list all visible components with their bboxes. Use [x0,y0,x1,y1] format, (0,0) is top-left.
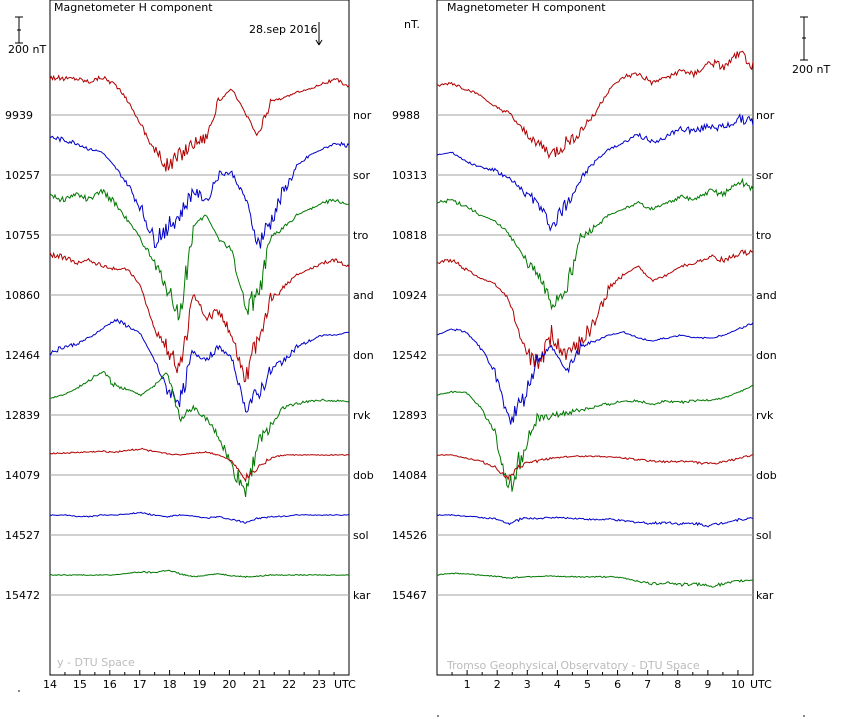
trace-kar [436,572,754,588]
right-panel: Magnetometer H component nT. 200 nT Trom… [392,0,830,691]
station-label-dob: dob [756,469,777,482]
right-scale-bar [800,16,808,61]
station-label-sol: sol [756,529,772,542]
left-scale-label: 200 nT [8,43,46,56]
x-tick-label-18: 18 [163,678,177,691]
trace-rvk [436,384,754,492]
x-tick-label-4: 4 [554,678,561,691]
baseline-value-sor: 10257 [5,169,40,182]
x-tick-label-16: 16 [103,678,117,691]
trace-sor [49,135,350,249]
trace-nor [436,50,754,160]
corner-mark-mid [437,715,439,717]
trace-sor [436,113,754,232]
x-tick-label-7: 7 [644,678,651,691]
corner-mark-left [18,690,20,692]
station-label-nor: nor [756,109,775,122]
trace-rvk [49,370,350,497]
baseline-value-don: 12464 [5,349,40,362]
station-label-and: and [353,289,374,302]
station-label-sor: sor [353,169,370,182]
baseline-value-don: 12542 [392,349,427,362]
baseline-value-sol: 14527 [5,529,40,542]
station-label-rvk: rvk [756,409,774,422]
station-label-don: don [756,349,777,362]
x-tick-label-20: 20 [222,678,236,691]
left-date-annotation: 28.sep 2016 [249,23,317,36]
station-label-rvk: rvk [353,409,371,422]
baseline-value-and: 10860 [5,289,40,302]
baseline-value-and: 10924 [392,289,427,302]
x-tick-label-2: 2 [494,678,501,691]
baseline-value-dob: 14084 [392,469,427,482]
left-panel: Magnetometer H component 28.sep 2016 200… [5,0,374,691]
x-tick-label-8: 8 [674,678,681,691]
x-tick-label-5: 5 [584,678,591,691]
baseline-value-sor: 10313 [392,169,427,182]
baseline-value-kar: 15472 [5,589,40,602]
x-tick-label-10: 10 [731,678,745,691]
baseline-value-rvk: 12839 [5,409,40,422]
x-tick-label-19: 19 [193,678,207,691]
trace-kar [50,569,350,579]
x-tick-label-9: 9 [704,678,711,691]
station-label-tro: tro [756,229,772,242]
right-credit: Tromso Geophysical Observatory - DTU Spa… [446,659,700,672]
trace-tro [49,188,350,321]
baseline-value-dob: 14079 [5,469,40,482]
trace-dob [436,454,754,481]
right-axis-unit: UTC [750,678,772,691]
station-label-tro: tro [353,229,369,242]
x-tick-label-6: 6 [614,678,621,691]
station-label-kar: kar [756,589,774,602]
right-title: Magnetometer H component [447,1,606,14]
trace-sol [436,514,754,528]
station-label-dob: dob [353,469,374,482]
corner-mark-right [803,715,805,717]
x-tick-label-22: 22 [282,678,296,691]
baseline-value-tro: 10818 [392,229,427,242]
trace-don [436,322,754,425]
right-scale-label: 200 nT [792,63,830,76]
left-axis-unit: UTC [334,678,356,691]
station-label-sol: sol [353,529,369,542]
x-tick-label-14: 14 [43,678,57,691]
station-label-sor: sor [756,169,773,182]
x-tick-label-15: 15 [73,678,87,691]
baseline-value-rvk: 12893 [392,409,427,422]
x-tick-label-3: 3 [524,678,531,691]
left-plot-frame [49,0,350,676]
left-date-arrow [315,22,323,46]
baseline-value-tro: 10755 [5,229,40,242]
baseline-value-nor: 9988 [392,109,420,122]
trace-and [436,249,754,369]
trace-nor [49,74,350,172]
x-tick-label-17: 17 [133,678,147,691]
left-title: Magnetometer H component [54,1,213,14]
baseline-value-sol: 14526 [392,529,427,542]
trace-tro [436,177,754,311]
x-tick-label-1: 1 [464,678,471,691]
baseline-value-nor: 9939 [5,109,33,122]
station-label-don: don [353,349,374,362]
baseline-value-kar: 15467 [392,589,427,602]
left-credit: y - DTU Space [57,656,135,669]
trace-don [49,318,350,413]
station-label-kar: kar [353,589,371,602]
station-label-and: and [756,289,777,302]
trace-and [49,251,350,383]
x-tick-label-21: 21 [252,678,266,691]
x-tick-label-23: 23 [312,678,326,691]
station-label-nor: nor [353,109,372,122]
right-unit-label: nT. [404,18,420,31]
trace-sol [49,511,350,524]
trace-dob [49,447,350,483]
left-scale-bar [15,16,23,44]
right-plot-frame [436,0,754,676]
